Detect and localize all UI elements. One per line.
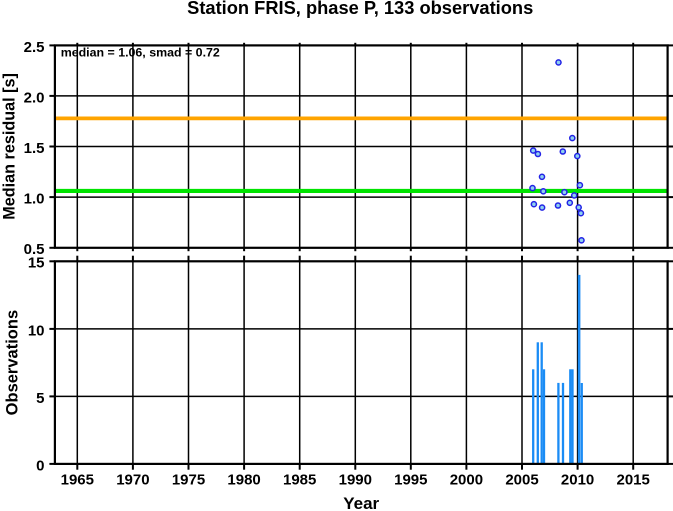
svg-text:1970: 1970 xyxy=(116,472,149,489)
svg-text:5: 5 xyxy=(36,390,44,407)
svg-text:0.5: 0.5 xyxy=(24,241,45,258)
svg-text:10: 10 xyxy=(28,322,45,339)
svg-text:2.0: 2.0 xyxy=(24,89,45,106)
svg-text:2000: 2000 xyxy=(450,472,483,489)
svg-text:Station FRIS, phase P, 133 obs: Station FRIS, phase P, 133 observations xyxy=(187,0,533,18)
svg-text:1.5: 1.5 xyxy=(24,140,45,157)
svg-text:2010: 2010 xyxy=(561,472,594,489)
svg-text:1985: 1985 xyxy=(283,472,316,489)
svg-text:2015: 2015 xyxy=(617,472,650,489)
svg-text:1990: 1990 xyxy=(339,472,372,489)
svg-text:Year: Year xyxy=(343,494,379,511)
svg-text:1.0: 1.0 xyxy=(24,191,45,208)
svg-text:1980: 1980 xyxy=(227,472,260,489)
svg-text:1975: 1975 xyxy=(172,472,205,489)
svg-text:2005: 2005 xyxy=(505,472,538,489)
svg-text:1995: 1995 xyxy=(394,472,427,489)
svg-text:0: 0 xyxy=(36,457,44,474)
svg-text:median = 1.06, smad = 0.72: median = 1.06, smad = 0.72 xyxy=(61,46,220,60)
svg-text:15: 15 xyxy=(28,255,45,272)
svg-text:2.5: 2.5 xyxy=(24,39,45,56)
svg-text:Median residual [s]: Median residual [s] xyxy=(1,73,19,220)
svg-text:1965: 1965 xyxy=(61,472,94,489)
svg-text:Observations: Observations xyxy=(4,310,22,415)
